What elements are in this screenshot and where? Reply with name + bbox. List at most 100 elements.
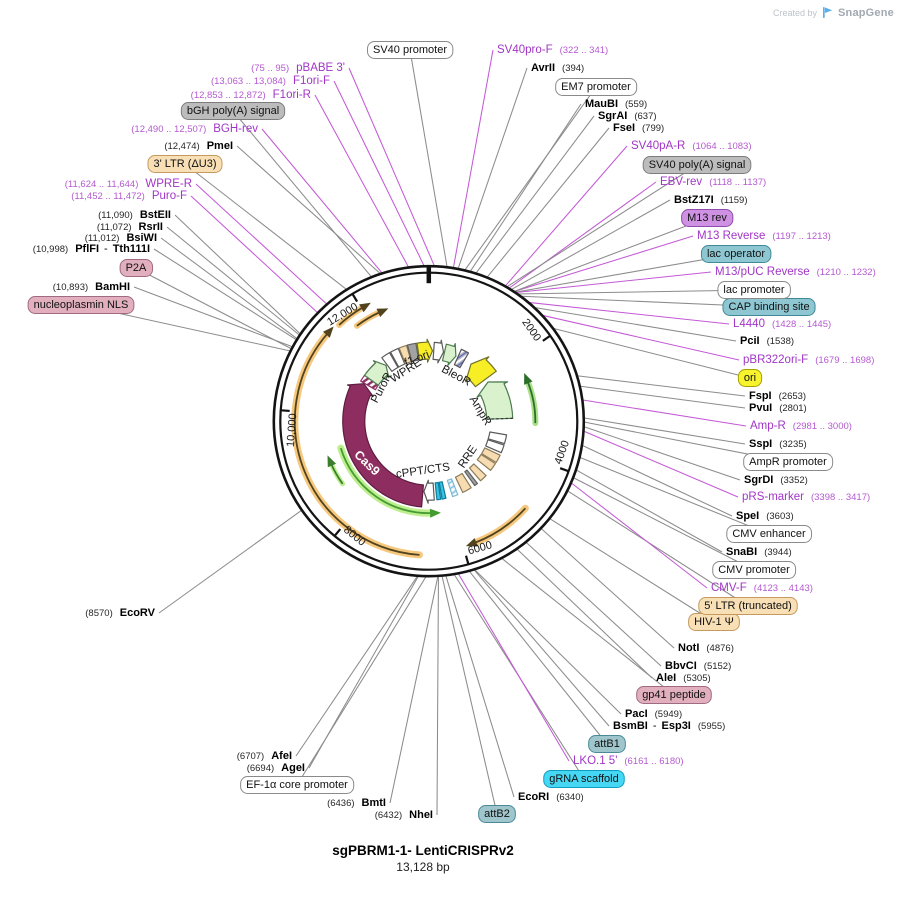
feature-label-bgh-polya-signal[interactable]: bGH poly(A) signal [180,102,286,120]
feature-cppt-cts-box-2[interactable] [434,481,442,501]
feature-rre-tan-box-2[interactable] [476,453,496,471]
primer-puro-f[interactable]: (11,452 .. 11,472) Puro-F [71,190,187,202]
enzyme-bbvci[interactable]: BbvCI (5152) [665,660,731,672]
callout-line-spei [580,444,733,517]
callout-line-attb1 [467,569,608,745]
feature-label-attb1[interactable]: attB1 [588,735,626,753]
primer-f1ori-f[interactable]: (13,063 .. 13,084) F1ori-F [211,75,330,87]
feature-cppt-cts-box-1[interactable] [438,481,447,500]
enzyme-bmti[interactable]: (6436) BmtI [327,797,386,809]
feature-label-ampr-promoter[interactable]: AmpR promoter [743,453,834,471]
primer-pbr322ori-f[interactable]: pBR322ori-F (1679 .. 1698) [743,354,874,366]
feature-tan-box-top[interactable] [398,344,412,365]
enzyme-paci[interactable]: PacI (5949) [625,708,682,720]
enzyme-bstz17i[interactable]: BstZ17I (1159) [674,194,748,206]
feature-label-hiv-1-psi[interactable]: HIV-1 Ψ [688,613,740,631]
callout-line-attb2 [441,574,498,815]
feature-label-em7-promoter[interactable]: EM7 promoter [555,78,638,96]
feature-rre-tan-box-1[interactable] [481,447,501,464]
enzyme-pflfi-tth111i[interactable]: (10,998) PflFI - Tth111I [33,243,150,255]
enzyme-ecorv[interactable]: (8570) EcoRV [85,607,155,619]
feature-label-ori[interactable]: ori [737,369,763,387]
enzyme-fsei[interactable]: FseI (799) [613,122,664,134]
enzyme-sgrdi[interactable]: SgrDI (3352) [744,474,808,486]
enzyme-maubi[interactable]: MauBI (559) [585,98,647,110]
enzyme-afei[interactable]: (6707) AfeI [237,750,292,762]
enzyme-pmei[interactable]: (12,474) PmeI [164,140,233,152]
feature-label-lac-promoter[interactable]: lac promoter [717,281,791,299]
feature-label-grna-scaffold[interactable]: gRNA scaffold [543,770,625,788]
feature-label-cap-binding-site[interactable]: CAP binding site [722,298,816,316]
feature-label-sv40-polya-signal[interactable]: SV40 poly(A) signal [642,156,752,174]
enzyme-ecori[interactable]: EcoRI (6340) [518,791,584,803]
feature-ef1a-promoter-arrow[interactable] [423,479,435,504]
primer-sv40pro-f[interactable]: SV40pro-F (322 .. 341) [497,44,608,56]
primer-l4440[interactable]: L4440 (1428 .. 1445) [733,318,831,330]
feature-label-3-ltr-du3[interactable]: 3' LTR (ΔU3) [147,155,223,173]
feature-label-lac-operator[interactable]: lac operator [700,245,772,263]
inner-label-bleor[interactable]: BleoR [439,363,472,388]
enzyme-pcii[interactable]: PciI (1538) [740,335,794,347]
feature-label-cmv-enhancer[interactable]: CMV enhancer [726,525,813,543]
enzyme-nhei[interactable]: (6432) NheI [375,809,433,821]
enzyme-agei[interactable]: (6694) AgeI [247,762,305,774]
enzyme-bsmbi-esp3i[interactable]: BsmBI - Esp3I (5955) [613,720,725,732]
callout-line-3-ltr-du3 [184,163,348,291]
primer-sv40pa-r[interactable]: SV40pA-R (1064 .. 1083) [631,140,752,152]
feature-wpre-box-2[interactable] [389,347,406,368]
label-box-cmv-enhancer [726,525,813,543]
enzyme-bsiwi[interactable]: (11,012) BsiWI [85,232,157,244]
feature-sv40-promoter-arrow[interactable] [432,339,445,364]
feature-label-attb2[interactable]: attB2 [478,805,516,823]
enzyme-bsteii[interactable]: (11,090) BstEII [98,209,171,221]
enzyme-fspi[interactable]: FspI (2653) [749,390,806,402]
primer-pbabe-3[interactable]: (75 .. 95) pBABE 3' [251,62,345,74]
enzyme-noti[interactable]: NotI (4876) [678,642,734,654]
feature-ampr-arrow[interactable] [476,381,514,420]
enzyme-bamhi[interactable]: (10,893) BamHI [53,281,130,293]
feature-ori-arrow[interactable] [465,356,497,388]
primer-wpre-r[interactable]: (11,624 .. 11,644) WPRE-R [65,178,192,190]
feature-f1-ori-arrow[interactable] [416,338,434,363]
feature-cas9-cds[interactable] [342,383,424,508]
feature-sv40-polya-striped-box[interactable] [453,348,470,369]
feature-label-nucleoplasmin-nls[interactable]: nucleoplasmin NLS [27,296,135,314]
primer-f1ori-r[interactable]: (12,853 .. 12,872) F1ori-R [191,89,311,101]
feature-gray-box-top[interactable] [406,342,420,363]
enzyme-sgrai[interactable]: SgrAI (637) [598,110,657,122]
feature-wpre-box-1[interactable] [381,352,399,372]
primer-m13-reverse[interactable]: M13 Reverse (1197 .. 1213) [697,230,831,242]
enzyme-alei[interactable]: AleI (5305) [656,672,711,684]
feature-label-cmv-promoter[interactable]: CMV promoter [712,561,797,579]
feature-gray-tick-box[interactable] [464,469,478,487]
feature-label-ef-1a-core-promoter[interactable]: EF-1α core promoter [240,776,355,794]
enzyme-snabi[interactable]: SnaBI (3944) [726,546,792,558]
primer-cmv-f[interactable]: CMV-F (4123 .. 4143) [711,582,813,594]
feature-puror-arrow[interactable] [363,360,390,386]
feature-cmv-enhancer-box-2[interactable] [485,439,505,454]
primer-amp-r[interactable]: Amp-R (2981 .. 3000) [750,420,852,432]
primer-prs-marker[interactable]: pRS-marker (3398 .. 3417) [742,491,870,503]
primer-lko-1-5[interactable]: LKO.1 5' (6161 .. 6180) [573,755,684,767]
primer-m13-puc-reverse[interactable]: M13/pUC Reverse (1210 .. 1232) [715,266,876,278]
feature-label-gp41-peptide[interactable]: gp41 peptide [636,686,712,704]
feature-bleor-arrow[interactable] [441,343,457,366]
enzyme-avrii[interactable]: AvrII (394) [531,62,584,74]
feature-label-5-ltr-truncated[interactable]: 5' LTR (truncated) [698,597,798,615]
inner-label-cppt-cts[interactable]: cPPT/CTS [395,461,451,480]
callout-line-75-95 [348,67,436,268]
feature-label-sv40-promoter[interactable]: SV40 promoter [367,41,454,59]
enzyme-sspi[interactable]: SspI (3235) [749,438,807,450]
feature-cmv-enhancer-box-1[interactable] [487,431,508,445]
primer-ebv-rev[interactable]: EBV-rev (1118 .. 1137) [660,176,766,188]
feature-striped-blue-box[interactable] [446,478,459,498]
enzyme-rsrii[interactable]: (11,072) RsrII [97,221,163,233]
feature-tan-box-right[interactable] [468,463,487,482]
feature-label-p2a[interactable]: P2A [119,259,154,277]
primer-bgh-rev[interactable]: (12,490 .. 12,507) BGH-rev [131,123,258,135]
enzyme-spei[interactable]: SpeI (3603) [736,510,794,522]
feature-tan-box-bottom[interactable] [454,472,472,494]
feature-label-m13-rev[interactable]: M13 rev [681,209,734,227]
primer-l4440-text: L4440 (1428 .. 1445) [733,318,831,330]
enzyme-pvui[interactable]: PvuI (2801) [749,402,807,414]
